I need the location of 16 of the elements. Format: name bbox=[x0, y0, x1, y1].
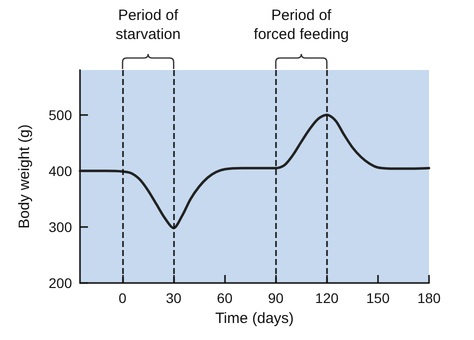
x-tick-label: 60 bbox=[216, 290, 233, 306]
x-tick-label: 0 bbox=[118, 290, 127, 306]
y-tick-label: 400 bbox=[48, 162, 72, 179]
text: Period of forced feeding bbox=[254, 7, 349, 43]
x-tick-label: 180 bbox=[417, 290, 441, 306]
x-tick-label: 120 bbox=[315, 290, 339, 306]
y-tick-label: 200 bbox=[48, 275, 72, 291]
x-axis-title: Time (days) bbox=[215, 310, 294, 327]
line-series bbox=[78, 114, 430, 230]
y-axis-title: Body weight (g) bbox=[16, 124, 33, 229]
x-tick-label: 150 bbox=[366, 290, 390, 306]
x-tick-label: 90 bbox=[268, 290, 284, 306]
y-tick-label: 500 bbox=[48, 106, 72, 123]
text: Period of starvation bbox=[116, 7, 181, 43]
y-tick-label: 300 bbox=[48, 218, 72, 235]
x-tick-label: 30 bbox=[166, 290, 182, 306]
